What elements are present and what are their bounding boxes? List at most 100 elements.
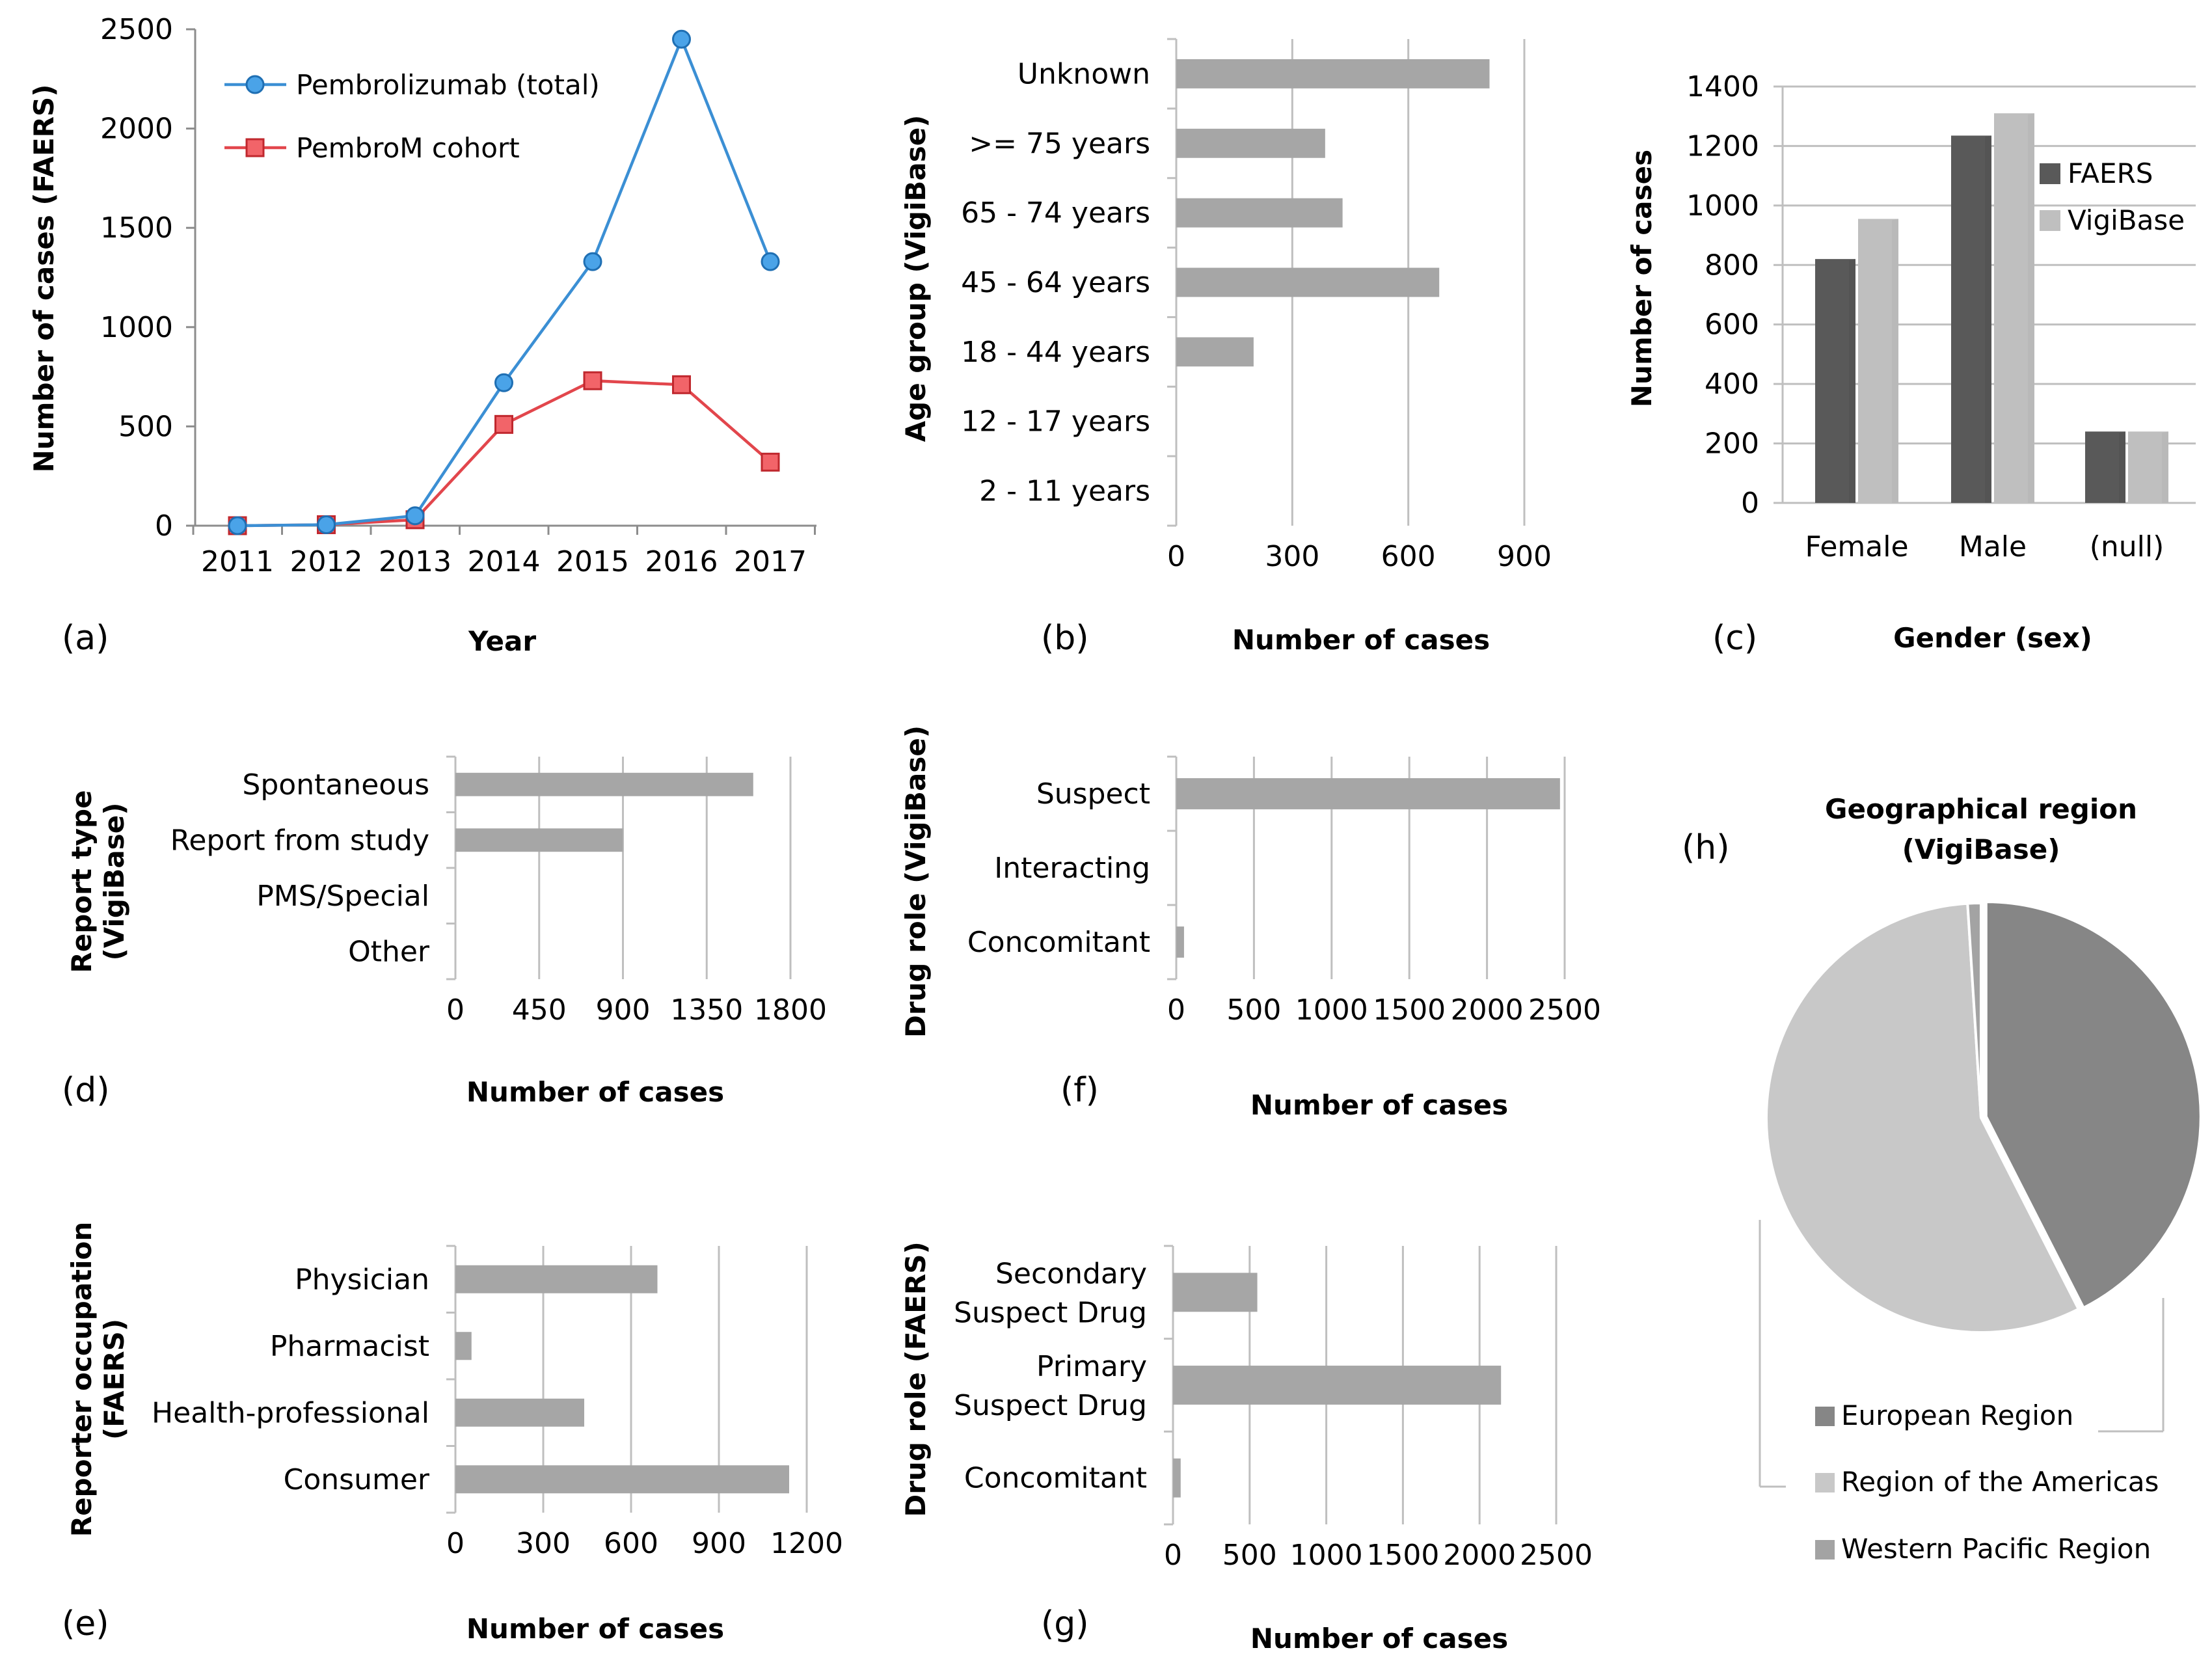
x-tick-label: 900 (596, 993, 651, 1027)
x-axis-title: Year (468, 625, 536, 657)
category-label: Female (1805, 530, 1908, 563)
marks-layer (224, 29, 2202, 1560)
series-line (237, 35, 772, 528)
bar (1176, 59, 1490, 88)
bar (1176, 337, 1254, 367)
y-axis-title: Report type (66, 790, 98, 973)
legend-label: PembroM cohort (296, 132, 520, 164)
y-axis-title: Reporter occupation (66, 1222, 98, 1537)
bar (1951, 135, 1991, 503)
bar-shade (2162, 431, 2168, 503)
x-tick-label: 2015 (556, 545, 629, 578)
data-point (405, 506, 425, 526)
legend-swatch (2040, 163, 2060, 184)
x-tick-label: 2000 (1443, 1539, 1516, 1572)
x-tick-label: 900 (1497, 540, 1552, 573)
chart-title-line: (VigiBase) (1902, 833, 2060, 865)
bar-shade (2028, 113, 2034, 504)
data-point (317, 515, 336, 534)
y-tick-label: 800 (1705, 249, 1759, 282)
y-tick-label: 1000 (100, 311, 173, 344)
data-point (494, 373, 513, 392)
legend-swatch (1815, 1540, 1835, 1560)
x-tick-label: 1200 (770, 1527, 843, 1560)
chart-title-line: Geographical region (1825, 793, 2137, 825)
panel-label: (a) (62, 619, 109, 658)
category-label: 12 - 17 years (961, 405, 1150, 439)
bar (2085, 431, 2125, 503)
category-label: Primary Suspect Drug (954, 1350, 1147, 1422)
data-point (583, 371, 602, 390)
x-axis-title: Number of cases (466, 1076, 724, 1108)
y-axis-title: Drug role (VigiBase) (900, 725, 932, 1038)
x-tick-label: 0 (1167, 540, 1185, 573)
category-label: Concomitant (967, 926, 1150, 959)
panel-label: (f) (1060, 1071, 1099, 1110)
bar (1176, 128, 1325, 158)
bar-shade (1892, 219, 1898, 503)
category-label: 65 - 74 years (961, 196, 1150, 230)
panel-label: (c) (1712, 619, 1757, 658)
data-point (672, 375, 691, 394)
category-label: Interacting (994, 852, 1150, 885)
y-tick-label: 1500 (100, 211, 173, 245)
y-axis-title: (FAERS) (98, 1319, 130, 1440)
data-point (228, 516, 247, 535)
bar (2128, 431, 2168, 503)
pie-slice (1984, 900, 2202, 1310)
x-tick-label: 1000 (1290, 1539, 1363, 1572)
data-point (494, 414, 513, 434)
x-tick-label: 2017 (734, 545, 807, 578)
x-tick-label: 600 (604, 1527, 658, 1560)
pie-slice (1966, 901, 1982, 1118)
y-tick-label: 1400 (1686, 70, 1759, 103)
x-axis-title: Number of cases (466, 1613, 724, 1645)
bar (455, 1465, 789, 1494)
x-tick-label: 2016 (645, 545, 718, 578)
y-tick-label: 1200 (1686, 129, 1759, 163)
bar (455, 772, 753, 796)
x-axis-title: Gender (sex) (1893, 622, 2092, 654)
x-axis-title: Number of cases (1250, 1623, 1508, 1654)
bar (1173, 1458, 1181, 1498)
x-tick-label: 300 (1265, 540, 1319, 573)
x-tick-label: 2012 (290, 545, 363, 578)
x-tick-label: 900 (692, 1527, 746, 1560)
bar (1173, 1366, 1502, 1405)
bar (1994, 113, 2034, 504)
legend-label: Western Pacific Region (1841, 1533, 2151, 1565)
x-tick-label: 1350 (670, 993, 743, 1027)
x-axis-title: Number of cases (1250, 1089, 1508, 1121)
category-label: 18 - 44 years (961, 336, 1150, 369)
panel-label: (g) (1041, 1604, 1089, 1643)
y-axis-title: Number of cases (FAERS) (28, 85, 60, 473)
bar (455, 1332, 472, 1360)
x-tick-label: 300 (516, 1527, 571, 1560)
panel-label: (h) (1682, 828, 1730, 867)
bar (455, 828, 623, 852)
x-tick-label: 500 (1222, 1539, 1277, 1572)
x-tick-label: 2011 (201, 545, 274, 578)
panel-label: (b) (1041, 619, 1089, 658)
category-label: Consumer (284, 1463, 430, 1496)
y-tick-label: 1000 (1686, 189, 1759, 223)
x-tick-label: 2013 (379, 545, 452, 578)
legend-swatch (1815, 1407, 1835, 1426)
bar (1176, 778, 1560, 809)
bar (1176, 267, 1440, 297)
bar (1173, 1273, 1258, 1312)
x-axis-title: Number of cases (1232, 624, 1490, 656)
legend-label: Pembrolizumab (total) (296, 69, 600, 101)
legend-marker (245, 138, 265, 157)
y-axis-title: Drug role (FAERS) (900, 1241, 932, 1517)
y-tick-label: 0 (155, 509, 173, 543)
bar (1176, 198, 1343, 228)
category-label: Health-professional (152, 1396, 429, 1429)
x-tick-label: 450 (512, 993, 567, 1027)
panel-label: (e) (62, 1604, 109, 1643)
pie-slice (1765, 902, 2081, 1334)
x-tick-label: 1000 (1295, 993, 1368, 1027)
y-tick-label: 0 (1741, 487, 1759, 520)
